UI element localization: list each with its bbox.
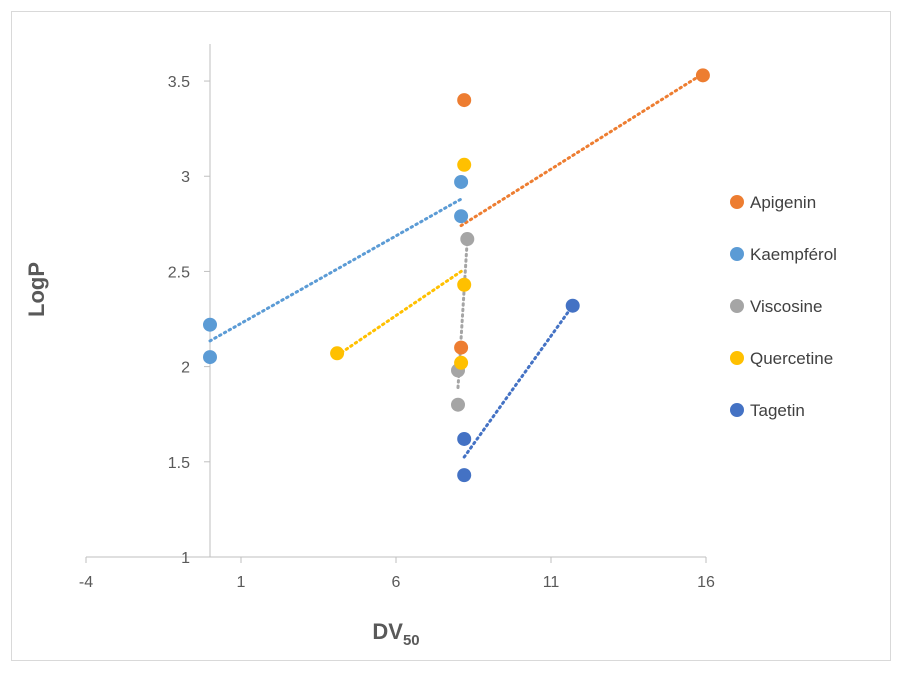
x-axis-title-main: DV (372, 619, 403, 644)
legend-label-kaempf-rol: Kaempférol (750, 245, 837, 264)
data-point-kaempf-rol (454, 174, 469, 189)
y-axis-title: LogP (24, 262, 49, 317)
data-point-apigenin (695, 68, 710, 83)
data-point-tagetin (457, 431, 472, 446)
legend-label-quercetine: Quercetine (750, 349, 833, 368)
x-tick-label: 16 (697, 574, 715, 591)
data-point-apigenin (457, 93, 472, 108)
y-tick-label: 2.5 (168, 264, 190, 281)
trendlines (208, 72, 705, 459)
data-point-quercetine (457, 277, 472, 292)
x-axis-title: DV50 (372, 619, 419, 649)
legend-marker-apigenin (730, 195, 744, 209)
data-point-quercetine (330, 346, 345, 361)
data-points (203, 68, 710, 483)
y-tick-label: 1 (181, 550, 190, 567)
data-point-apigenin (454, 340, 469, 355)
legend-marker-viscosine (730, 299, 744, 313)
data-point-kaempf-rol (203, 317, 217, 332)
x-tick-label: -4 (79, 574, 93, 591)
legend: Apigenin Kaempférol Viscosine Quercetine Tag… (730, 193, 837, 420)
data-point-viscosine (460, 232, 475, 247)
y-tick-label: 3 (181, 169, 190, 186)
legend-marker-quercetine (730, 351, 744, 365)
data-point-viscosine (451, 397, 465, 412)
legend-marker-tagetin (730, 403, 744, 417)
legend-label-tagetin: Tagetin (750, 401, 805, 420)
data-point-tagetin (565, 298, 580, 313)
trendline-tagetin (462, 304, 575, 459)
data-point-quercetine (454, 355, 469, 370)
x-tick-label: 6 (392, 574, 401, 591)
x-tick-label: 11 (543, 574, 560, 591)
y-tick-label: 1.5 (168, 455, 190, 472)
legend-label-apigenin: Apigenin (750, 193, 816, 212)
legend-label-viscosine: Viscosine (750, 297, 822, 316)
data-point-tagetin (457, 468, 472, 483)
y-tick-label: 3.5 (168, 74, 190, 91)
axes (86, 44, 706, 558)
x-tick-label: 1 (237, 574, 246, 591)
data-point-kaempf-rol (203, 350, 217, 365)
chart-frame: -4 1 6 11 16 1 1.5 2 2.5 3 3.5 DV50 LogP Apigenin K… (11, 11, 891, 661)
legend-marker-kaempf-rol (730, 247, 744, 261)
trendline-apigenin (459, 72, 705, 228)
trendline-kaempf-rol (208, 197, 463, 343)
data-point-kaempf-rol (454, 209, 469, 224)
y-tick-label: 2 (181, 360, 190, 377)
x-axis-title-subscript: 50 (403, 632, 420, 649)
data-point-quercetine (457, 157, 472, 172)
trendline-quercetine (335, 267, 466, 358)
